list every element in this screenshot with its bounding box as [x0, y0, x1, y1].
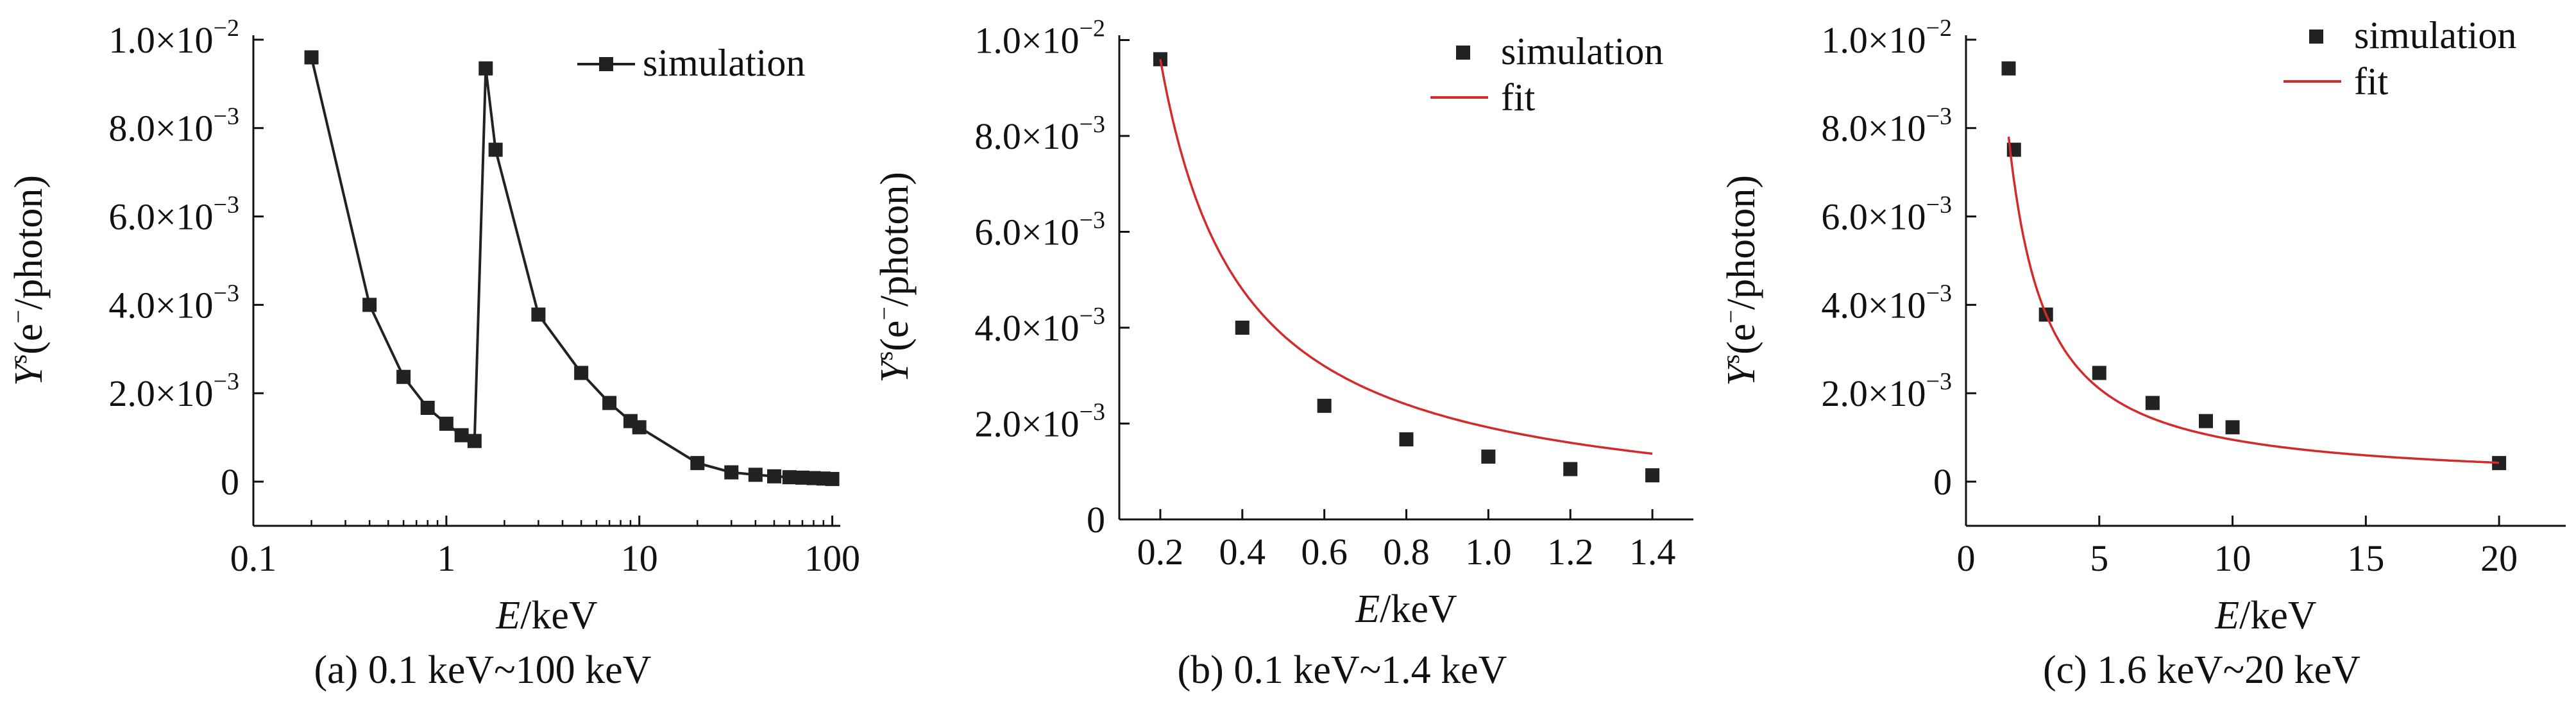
- x-tick-label: 0.1: [230, 537, 277, 579]
- data-point: [2199, 414, 2213, 428]
- data-point: [795, 470, 809, 485]
- data-point: [420, 400, 435, 415]
- data-point: [1153, 52, 1167, 67]
- x-tick-label: 10: [2214, 537, 2251, 579]
- x-tick-label: 0.4: [1219, 531, 1266, 573]
- chart-panel-1: 0 2.0×10−3 4.0×10−3 6.0×10−3 8.0×10−3 1.0×10−…: [5, 15, 860, 692]
- x-tick-label: 1.2: [1547, 531, 1594, 573]
- data-point: [454, 428, 469, 442]
- data-point: [690, 456, 705, 471]
- data-point: [2145, 396, 2160, 410]
- data-point: [2001, 61, 2016, 76]
- x-tick-label: 0.8: [1383, 531, 1430, 573]
- x-tick-label: 20: [2480, 537, 2518, 579]
- y-tick-label: 0: [1933, 461, 1952, 503]
- x-tick-label: 15: [2347, 537, 2384, 579]
- y-tick-label: 6.0×10−3: [974, 206, 1105, 253]
- x-tick-label: 0.6: [1301, 531, 1348, 573]
- y-tick-label: 8.0×10−3: [974, 111, 1105, 157]
- y-tick-label: 6.0×10−3: [1821, 192, 1952, 238]
- data-point: [396, 369, 411, 384]
- x-tick-label: 1: [437, 537, 455, 579]
- data-point: [574, 366, 589, 380]
- series-line: [310, 57, 833, 480]
- y-tick-label: 0: [221, 461, 239, 503]
- legend-marker-swatch: [2309, 29, 2323, 44]
- panel-caption: (c) 1.6 keV~20 keV: [2043, 648, 2360, 692]
- legend: simulation fit: [1430, 30, 1663, 119]
- data-point: [767, 469, 781, 484]
- fit-curve: [2007, 137, 2500, 464]
- data-point: [2092, 366, 2106, 380]
- x-tick-label: 1.4: [1629, 531, 1676, 573]
- y-axis-title: Ys(e−/photon): [871, 172, 917, 383]
- panel-caption: (a) 0.1 keV~100 keV: [314, 648, 652, 692]
- x-axis-title: E/keV: [2214, 594, 2317, 637]
- data-point: [362, 298, 377, 312]
- data-point: [632, 420, 647, 435]
- y-tick-label: 4.0×10−3: [974, 303, 1105, 349]
- data-point: [531, 307, 546, 322]
- x-tick-label: 10: [621, 537, 658, 579]
- legend-label: simulation: [2354, 14, 2516, 56]
- legend: simulation: [577, 42, 805, 84]
- y-axis-title: Ys(e−/photon): [5, 175, 51, 386]
- data-point: [304, 50, 319, 65]
- data-point: [748, 467, 763, 482]
- data-point: [1563, 462, 1578, 476]
- x-tick-label: 1.0: [1465, 531, 1512, 573]
- data-point: [825, 471, 840, 486]
- legend-label: simulation: [643, 42, 805, 84]
- y-tick-label: 4.0×10−3: [108, 280, 239, 326]
- y-tick-label: 1.0×10−2: [974, 15, 1105, 61]
- data-point: [2225, 420, 2240, 435]
- data-point: [724, 465, 739, 480]
- data-point: [1317, 398, 1332, 413]
- x-tick-label: 0: [1957, 537, 1976, 579]
- y-tick-label: 1.0×10−2: [1821, 15, 1952, 61]
- y-tick-label: 8.0×10−3: [108, 103, 239, 149]
- data-point: [467, 433, 482, 448]
- fit-curve: [1159, 59, 1653, 455]
- y-tick-label: 8.0×10−3: [1821, 103, 1952, 149]
- legend-marker-swatch: [599, 57, 613, 71]
- y-tick-label: 0: [1087, 499, 1105, 541]
- x-tick-label: 5: [2090, 537, 2108, 579]
- y-tick-label: 2.0×10−3: [1821, 368, 1952, 414]
- data-point: [602, 396, 617, 410]
- panel-caption: (b) 0.1 keV~1.4 keV: [1178, 648, 1507, 692]
- data-point: [782, 470, 797, 485]
- data-point: [1481, 450, 1496, 464]
- x-axis-title: E/keV: [495, 594, 598, 637]
- y-tick-label: 6.0×10−3: [108, 192, 239, 238]
- y-tick-label: 1.0×10−2: [108, 15, 239, 61]
- legend: simulation fit: [2284, 14, 2516, 103]
- chart-panel-3: 0 2.0×10−3 4.0×10−3 6.0×10−3 8.0×10−3 1.0×10−…: [1718, 14, 2566, 692]
- data-point: [2492, 456, 2507, 471]
- legend-label: fit: [2354, 60, 2389, 103]
- data-point: [1399, 432, 1414, 447]
- data-point: [439, 416, 453, 431]
- data-point: [488, 142, 503, 157]
- x-axis-title: E/keV: [1355, 587, 1457, 631]
- legend-label: fit: [1501, 76, 1536, 119]
- x-tick-label: 100: [804, 537, 860, 579]
- y-tick-label: 4.0×10−3: [1821, 280, 1952, 326]
- chart-panel-2: 0 2.0×10−3 4.0×10−3 6.0×10−3 8.0×10−3 1.0×10−…: [871, 15, 1693, 692]
- y-axis-title: Ys(e−/photon): [1718, 175, 1763, 386]
- legend-label: simulation: [1501, 30, 1663, 72]
- data-point: [1235, 320, 1250, 335]
- data-point: [479, 61, 493, 76]
- x-tick-label: 0.2: [1137, 531, 1184, 573]
- data-point: [1645, 468, 1660, 483]
- legend-marker-swatch: [1456, 46, 1470, 60]
- y-tick-label: 2.0×10−3: [108, 368, 239, 414]
- y-tick-label: 2.0×10−3: [974, 398, 1105, 444]
